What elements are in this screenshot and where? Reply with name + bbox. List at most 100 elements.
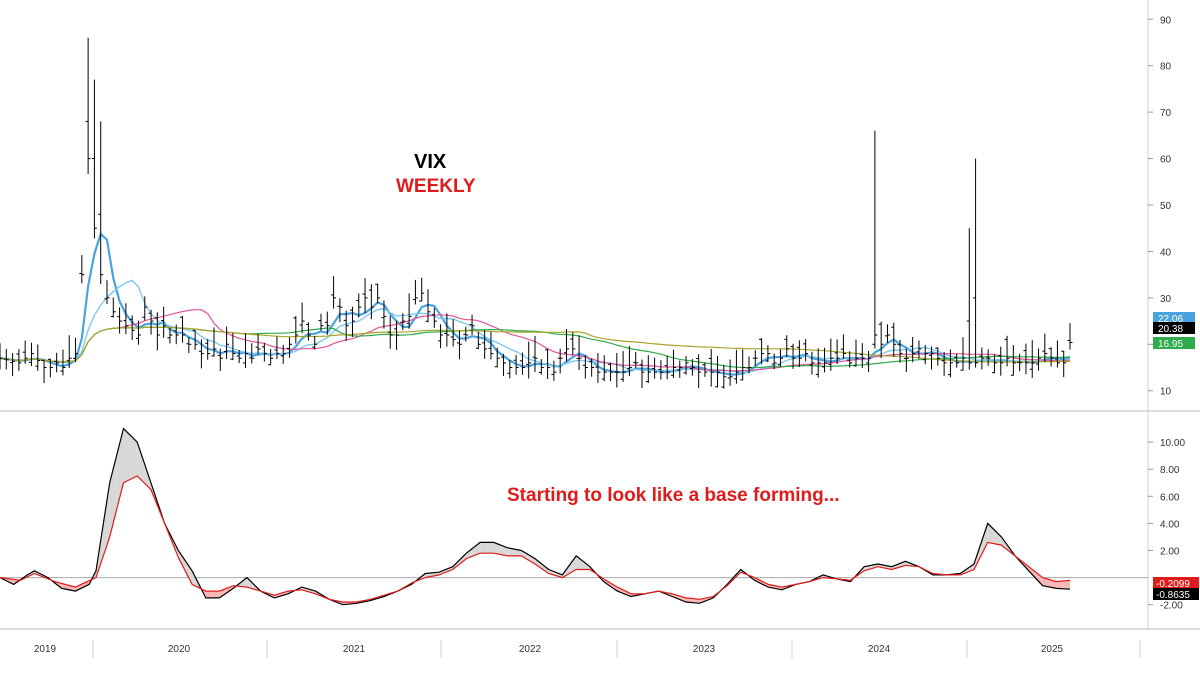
ohlc-bar bbox=[941, 351, 947, 376]
ohlc-bar bbox=[135, 320, 141, 345]
ohlc-bar bbox=[142, 296, 148, 321]
ohlc-bar bbox=[532, 335, 538, 373]
ohlc-bar bbox=[1067, 323, 1073, 350]
ohlc-bar bbox=[224, 326, 230, 360]
ohlc-bar bbox=[1010, 345, 1016, 376]
ohlc-bar bbox=[998, 346, 1004, 376]
osc-fill-seg bbox=[102, 482, 110, 558]
ohlc-bar bbox=[557, 348, 563, 374]
ohlc-bar bbox=[154, 312, 160, 351]
ohlc-bar bbox=[1029, 340, 1035, 378]
price-tick-label: 30 bbox=[1160, 294, 1172, 305]
osc-fill-seg bbox=[116, 428, 124, 510]
ohlc-bar bbox=[1048, 347, 1054, 367]
ohlc-bar bbox=[299, 302, 305, 334]
ohlc-bar bbox=[0, 343, 3, 370]
ohlc-bar bbox=[375, 283, 381, 304]
ohlc-bar bbox=[759, 337, 765, 365]
ohlc-bar bbox=[494, 347, 500, 368]
osc-fill-seg bbox=[130, 435, 138, 480]
ohlc-bar bbox=[526, 341, 532, 379]
ohlc-bar bbox=[715, 355, 721, 388]
ohlc-bar bbox=[878, 321, 884, 359]
price-tick-label: 10 bbox=[1160, 387, 1172, 398]
ohlc-bar bbox=[261, 342, 267, 362]
year-label: 2020 bbox=[168, 644, 191, 655]
ohlc-bar bbox=[595, 353, 601, 383]
annotation-text: Starting to look like a base forming... bbox=[507, 485, 840, 506]
ohlc-bar bbox=[519, 352, 525, 375]
ohlc-bar bbox=[620, 351, 626, 382]
osc-fill-seg bbox=[308, 589, 316, 594]
ohlc-bar bbox=[192, 329, 198, 350]
ohlc-bar bbox=[545, 348, 551, 379]
price-tick-label: 80 bbox=[1160, 62, 1172, 73]
ohlc-bar bbox=[1036, 348, 1042, 371]
price-tick-label: 70 bbox=[1160, 108, 1172, 119]
ohlc-bar bbox=[903, 348, 909, 373]
ohlc-bar bbox=[652, 357, 658, 379]
ohlc-bar bbox=[16, 349, 22, 371]
osc-fill-seg bbox=[240, 577, 247, 588]
ohlc-bar bbox=[721, 364, 727, 389]
ohlc-bar bbox=[614, 352, 620, 388]
ohlc-bar bbox=[702, 362, 708, 377]
ohlc-bar bbox=[406, 293, 412, 329]
price-label-text: 16.95 bbox=[1158, 339, 1183, 350]
ohlc-bar bbox=[274, 336, 280, 360]
ohlc-bar bbox=[123, 303, 129, 335]
ohlc-bar bbox=[129, 315, 135, 341]
ohlc-bar bbox=[513, 354, 519, 375]
ohlc-bar bbox=[469, 314, 475, 336]
ohlc-bar bbox=[809, 351, 815, 375]
osc-fill-seg bbox=[617, 587, 625, 594]
ohlc-bar bbox=[186, 337, 192, 354]
ohlc-bar bbox=[381, 300, 387, 329]
osc-fill-seg bbox=[576, 555, 584, 570]
ohlc-bar bbox=[872, 130, 878, 349]
osc-tick-label: 6.00 bbox=[1160, 492, 1180, 503]
ohlc-bar bbox=[501, 353, 507, 376]
ohlc-bar bbox=[916, 340, 922, 359]
osc-fill-seg bbox=[692, 598, 700, 604]
oscillator-labels: -0.2099-0.8635 bbox=[1153, 577, 1199, 601]
ohlc-bar bbox=[28, 342, 34, 367]
ohlc-bar bbox=[419, 277, 425, 302]
ohlc-bar bbox=[985, 349, 991, 366]
osc-fill-seg bbox=[685, 597, 693, 603]
ohlc-bar bbox=[3, 348, 9, 370]
ohlc-bar bbox=[230, 333, 236, 361]
osc-fill-seg bbox=[473, 542, 481, 556]
ohlc-bar bbox=[356, 293, 362, 318]
osc-fill-seg bbox=[123, 428, 131, 483]
ohlc-bar bbox=[815, 348, 821, 378]
ohlc-bar bbox=[582, 355, 588, 379]
ohlc-bar bbox=[110, 297, 116, 318]
osc-fill-seg bbox=[500, 545, 508, 556]
ohlc-bar bbox=[664, 355, 670, 380]
ohlc-bar bbox=[897, 339, 903, 363]
ohlc-bar bbox=[1004, 335, 1010, 367]
ohlc-bar bbox=[79, 255, 85, 284]
ohlc-bar bbox=[475, 331, 481, 350]
ohlc-bar bbox=[929, 346, 935, 370]
ohlc-bar bbox=[450, 319, 456, 347]
osc-fill-seg bbox=[480, 542, 487, 554]
ohlc-bar bbox=[822, 347, 828, 373]
ohlc-bar bbox=[935, 347, 941, 366]
ohlc-bar bbox=[318, 313, 324, 331]
year-label: 2023 bbox=[693, 644, 716, 655]
ohlc-bar bbox=[60, 349, 66, 376]
ohlc-bar bbox=[394, 320, 400, 350]
osc-fill-seg bbox=[246, 577, 254, 590]
ohlc-bar bbox=[349, 306, 355, 337]
ohlc-bar bbox=[198, 339, 204, 369]
ohlc-bar bbox=[255, 334, 261, 355]
ohlc-bar bbox=[626, 346, 632, 377]
ohlc-bar bbox=[847, 351, 853, 368]
price-label-text: 22.06 bbox=[1158, 314, 1183, 325]
osc-fill-seg bbox=[178, 550, 186, 571]
ohlc-bar bbox=[22, 340, 28, 364]
ohlc-bar bbox=[91, 79, 97, 239]
osc-fill-seg bbox=[274, 593, 282, 598]
